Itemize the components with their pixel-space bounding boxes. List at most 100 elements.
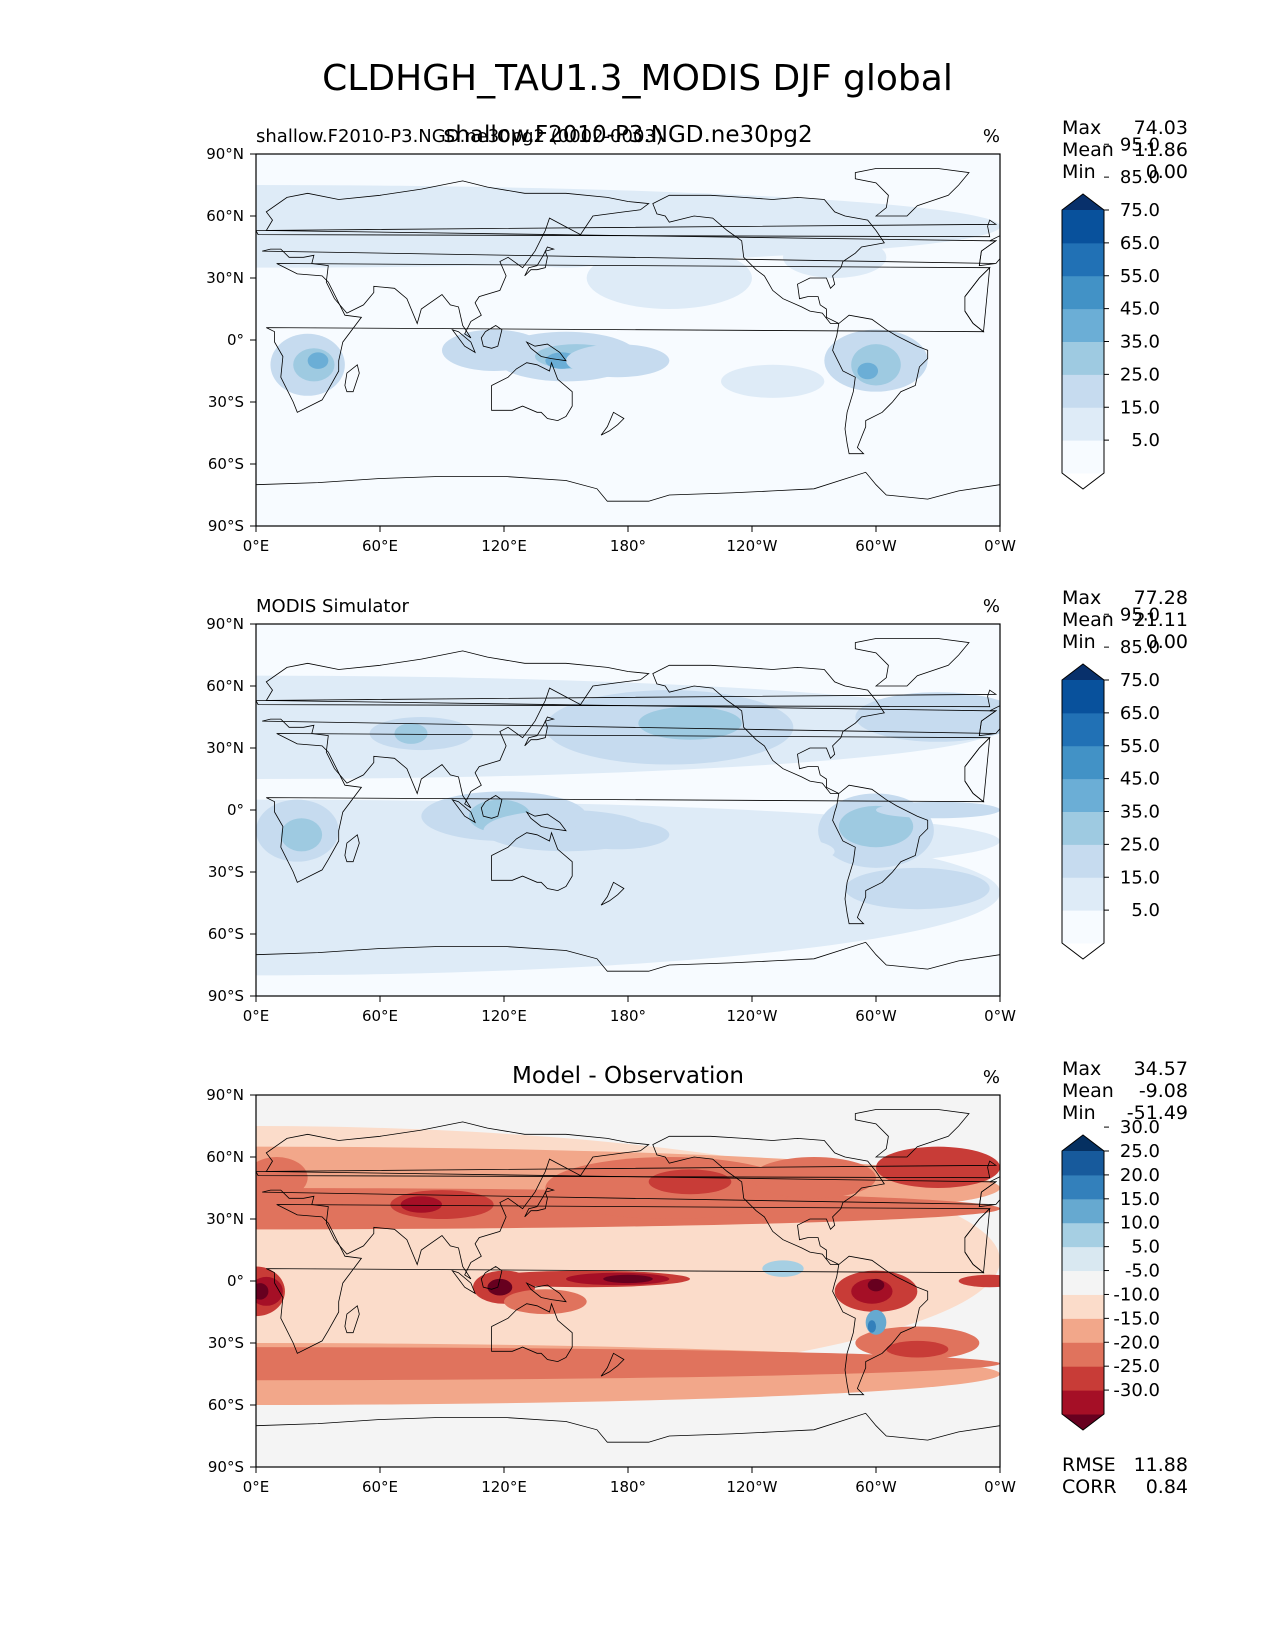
coastline-greenland [854,168,970,217]
x-tick-label: 120°W [727,1007,778,1025]
panel-title-1: shallow.F2010-P3.NGD.ne30pg2 [443,122,812,148]
colorbar-tick-label: 55.0 [1120,736,1160,757]
contour-field-1 [256,185,1000,506]
colorbar-segment [1062,440,1104,474]
coastline-borneo [480,325,503,349]
x-tick-label: 0°W [984,1478,1016,1496]
coastline-japan [524,1187,556,1218]
stat-label-mean: Mean [1062,1080,1114,1102]
colorbar-tick-label: 5.0 [1131,900,1160,921]
y-tick-label: 30°S [208,1334,244,1352]
colorbar-segment [1062,778,1104,812]
colorbar-tick-label: 20.0 [1120,1165,1160,1186]
colorbar-segment [1062,1342,1104,1367]
coastline-australia [491,1302,573,1363]
y-tick-label: 30°N [206,269,244,287]
contour-region [867,1320,876,1333]
colorbar-segment [1062,877,1104,911]
coastline-north-america [652,664,885,794]
colorbar-tick-label: 75.0 [1120,200,1160,221]
coastline-new-zealand [600,881,625,906]
colorbar-extend-high [1062,194,1104,210]
colorbar-extend-high [1062,664,1104,680]
x-tick-label: 180° [610,537,646,555]
coastline-uk [256,1160,998,1179]
y-tick-label: 60°N [206,207,244,225]
y-tick-label: 60°S [208,925,244,943]
contour-region [586,247,752,309]
stat-label-min: Min [1062,161,1096,183]
colorbar-tick-label: -20.0 [1113,1332,1160,1353]
x-tick-label: 60°E [362,1478,398,1496]
coastline-borneo [480,795,503,819]
y-tick-label: 60°N [206,677,244,695]
colorbar-extend-low [1062,473,1104,489]
x-tick-label: 120°E [481,537,527,555]
colorbar-tick-label: 15.0 [1120,397,1160,418]
units-label-2: % [983,596,1000,617]
colorbar-segment [1062,1318,1104,1343]
contour-region [855,692,1000,742]
coastline-north-america [652,194,885,324]
contour-region [838,805,914,848]
colorbar-extend-low [1062,943,1104,959]
contour-region [307,352,329,369]
coastline-sumatra [451,328,476,354]
y-tick-label: 60°S [208,1396,244,1414]
colorbar-segment [1062,374,1104,408]
colorbar-tick-label: 15.0 [1120,1189,1160,1210]
colorbar-segment [1062,210,1104,244]
panel-left-label-1: shallow.F2010-P3.NGD.ne30pg2 (0002-0003) [256,126,663,147]
coastline-eurasia [262,180,998,339]
y-tick-label: 0° [227,1272,244,1290]
colorbar-tick-label: -15.0 [1113,1308,1160,1329]
coastline-africa [266,263,991,413]
coastline-antarctica [256,1412,1000,1467]
colorbar-tick-label: -25.0 [1113,1356,1160,1377]
colorbar-tick-label: -30.0 [1113,1380,1160,1401]
colorbar-segment [1062,1246,1104,1272]
contour-region [958,1274,1000,1288]
colorbar-tick-label: 5.0 [1131,1237,1160,1258]
colorbar-segment [1062,680,1104,714]
contour-region [638,706,742,740]
colorbar-segment [1062,407,1104,441]
y-tick-label: 0° [227,331,244,349]
contour-region [865,1309,887,1335]
contour-region [487,1278,513,1296]
y-tick-label: 30°N [206,1210,244,1228]
y-tick-label: 90°N [206,1086,244,1104]
coastline-uk [256,219,998,238]
stat-label-max: Max [1062,587,1101,609]
colorbar-outline [1061,1134,1105,1431]
stat-label-max: Max [1062,1058,1101,1080]
coastline-greenland [854,638,970,687]
coastline-europe-wrap [978,1176,1000,1207]
coastline-new-guinea [525,341,567,362]
stat-value-mean: 21.11 [1134,609,1188,631]
contour-region [566,820,670,850]
colorbar-tick-label: 95.0 [1120,134,1160,155]
colorbar-tick-label: 65.0 [1120,233,1160,254]
y-tick-label: 90°S [208,987,244,1005]
colorbar-tick-label: 45.0 [1120,769,1160,790]
coastline-africa-wrap [964,266,991,333]
colorbar-tick-label: 55.0 [1120,266,1160,287]
colorbar-outline [1061,663,1105,960]
coastline-antarctica [256,471,1000,526]
x-tick-label: 60°W [855,537,897,555]
coastline-europe-wrap [978,705,1000,736]
contour-region [867,1278,885,1292]
x-tick-label: 120°W [727,537,778,555]
x-tick-label: 0°W [984,537,1016,555]
contour-region [721,364,825,398]
x-tick-label: 120°E [481,1478,527,1496]
contour-region [783,236,887,278]
colorbar-tick-label: 35.0 [1120,332,1160,353]
colorbar-tick-label: 35.0 [1120,802,1160,823]
colorbar-segment [1062,1390,1104,1415]
contour-region [504,226,628,268]
colorbar-tick-label: 65.0 [1120,703,1160,724]
units-label-3: % [983,1067,1000,1088]
coastline-south-america [832,314,929,455]
